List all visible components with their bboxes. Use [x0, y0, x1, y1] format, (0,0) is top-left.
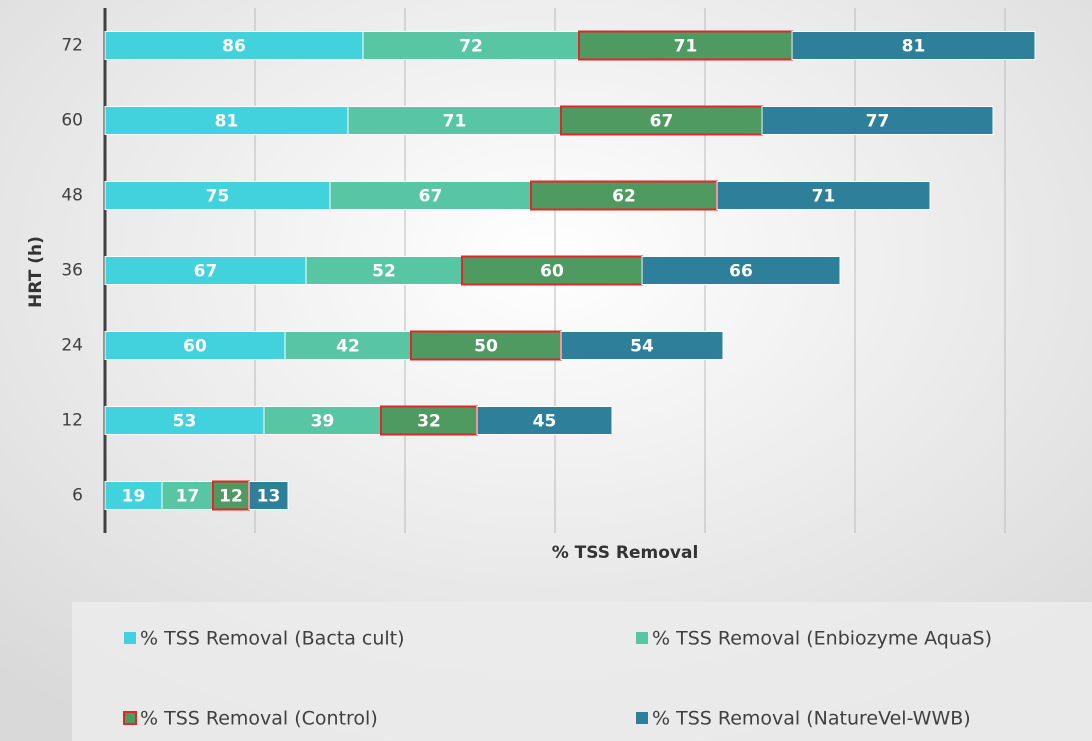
data-label: 67 — [650, 112, 674, 132]
y-tick-label: 48 — [61, 186, 83, 206]
legend-box — [72, 602, 1092, 741]
y-tick-label: 72 — [61, 36, 83, 56]
bar-segment — [476, 406, 613, 435]
legend-label: % TSS Removal (Enbiozyme AquaS) — [652, 628, 992, 650]
bar-segment — [362, 31, 580, 60]
data-label: 60 — [183, 337, 207, 357]
y-tick-label: 12 — [61, 411, 83, 431]
bar-segment — [263, 406, 382, 435]
data-label: 52 — [372, 262, 396, 282]
bar-segment — [104, 31, 364, 60]
data-label: 75 — [206, 187, 230, 207]
legend-marker — [123, 711, 137, 725]
y-axis-title: HRT (h) — [26, 236, 46, 308]
data-label: 81 — [902, 37, 926, 57]
bar-segment — [329, 181, 532, 210]
data-label: 81 — [215, 112, 239, 132]
bar-segment — [791, 31, 1036, 60]
data-label: 42 — [336, 337, 360, 357]
data-label: 54 — [630, 337, 654, 357]
bar-segment — [104, 256, 307, 285]
legend-marker — [636, 632, 648, 644]
data-label: 53 — [173, 412, 197, 432]
data-label: 17 — [176, 487, 200, 507]
bar-segment — [410, 330, 562, 361]
data-label: 71 — [443, 112, 467, 132]
bar-segment — [248, 481, 289, 510]
data-label: 86 — [222, 37, 246, 57]
data-label: 77 — [866, 112, 890, 132]
bar-segment — [560, 331, 724, 360]
bar-segment — [305, 256, 463, 285]
data-label: 60 — [540, 262, 564, 282]
y-tick-label: 60 — [61, 111, 83, 131]
bar-segment — [560, 105, 763, 136]
data-label: 39 — [311, 412, 335, 432]
bar-segment — [461, 255, 643, 286]
bar-segment — [716, 181, 931, 210]
data-label: 67 — [419, 187, 443, 207]
data-label: 72 — [459, 37, 483, 57]
legend-marker — [124, 632, 136, 644]
data-label: 13 — [257, 487, 281, 507]
data-label: 32 — [417, 412, 441, 432]
data-label: 50 — [474, 337, 498, 357]
bar-segment — [104, 106, 349, 135]
legend-label: % TSS Removal (Bacta cult) — [140, 628, 405, 650]
y-tick-label: 6 — [72, 486, 83, 506]
bar-segment — [578, 30, 793, 61]
bar-segment — [104, 181, 331, 210]
x-axis-title: % TSS Removal — [552, 543, 699, 563]
legend-label: % TSS Removal (NatureVel-WWB) — [652, 708, 971, 730]
bar-segment — [284, 331, 412, 360]
data-label: 19 — [122, 487, 146, 507]
y-tick-label: 24 — [61, 336, 83, 356]
data-label: 66 — [729, 262, 753, 282]
data-label: 12 — [219, 487, 243, 507]
y-tick-label: 36 — [61, 261, 83, 281]
data-label: 62 — [612, 187, 636, 207]
data-label: 71 — [812, 187, 836, 207]
data-label: 67 — [194, 262, 218, 282]
legend-label: % TSS Removal (Control) — [140, 708, 378, 730]
legend-marker — [636, 712, 648, 724]
data-label: 71 — [674, 37, 698, 57]
bar-segment — [761, 106, 994, 135]
data-label: 45 — [533, 412, 557, 432]
bar-segment — [641, 256, 841, 285]
